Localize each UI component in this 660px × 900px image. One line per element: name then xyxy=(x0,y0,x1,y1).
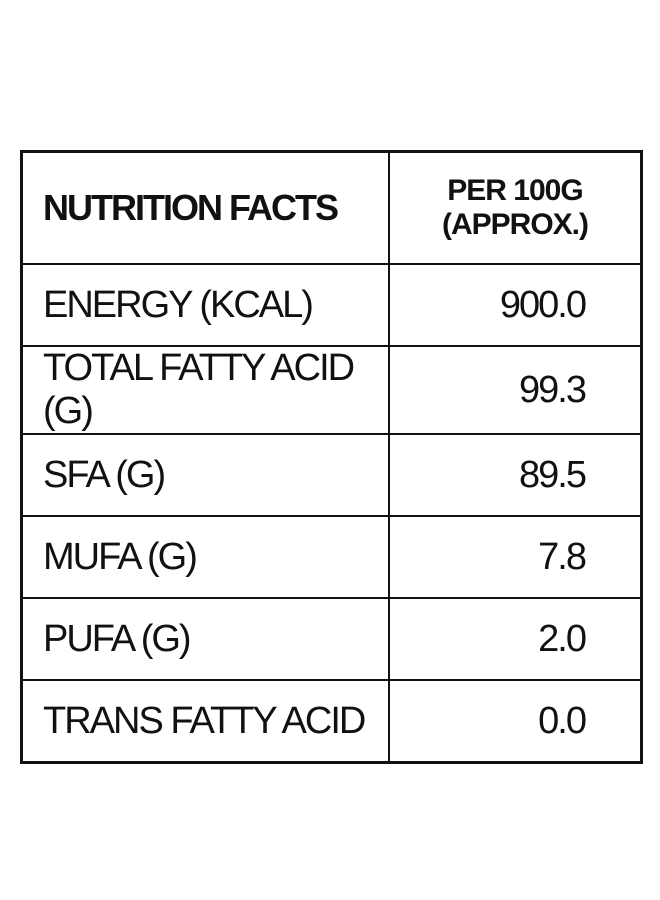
label-cell: ENERGY (KCAL) xyxy=(20,263,390,347)
row: MUFA (G) 7.8 xyxy=(20,515,643,599)
value-cell: 2.0 xyxy=(388,597,643,681)
value-cell: 99.3 xyxy=(388,345,643,435)
header-cell: PER 100G (APPROX.) xyxy=(388,150,643,265)
row: TOTAL FATTY ACID (G) 99.3 xyxy=(20,345,643,435)
row: SFA (G) 89.5 xyxy=(20,433,643,517)
label-cell: SFA (G) xyxy=(20,433,390,517)
header-cell: NUTRITION FACTS xyxy=(20,150,390,265)
table-body: NUTRITION FACTS PER 100G (APPROX.) ENERG… xyxy=(20,150,643,764)
label-cell: PUFA (G) xyxy=(20,597,390,681)
header-row: NUTRITION FACTS PER 100G (APPROX.) xyxy=(20,150,643,265)
label-cell: TOTAL FATTY ACID (G) xyxy=(20,345,390,435)
label-cell: TRANS FATTY ACID xyxy=(20,679,390,764)
value-cell: 0.0 xyxy=(388,679,643,764)
value-cell: 7.8 xyxy=(388,515,643,599)
value-cell: 900.0 xyxy=(388,263,643,347)
label-cell: MUFA (G) xyxy=(20,515,390,599)
nutrition-table: NUTRITION FACTS PER 100G (APPROX.) ENERG… xyxy=(20,150,643,764)
row: PUFA (G) 2.0 xyxy=(20,597,643,681)
value-cell: 89.5 xyxy=(388,433,643,517)
row: TRANS FATTY ACID 0.0 xyxy=(20,679,643,764)
row: ENERGY (KCAL) 900.0 xyxy=(20,263,643,347)
